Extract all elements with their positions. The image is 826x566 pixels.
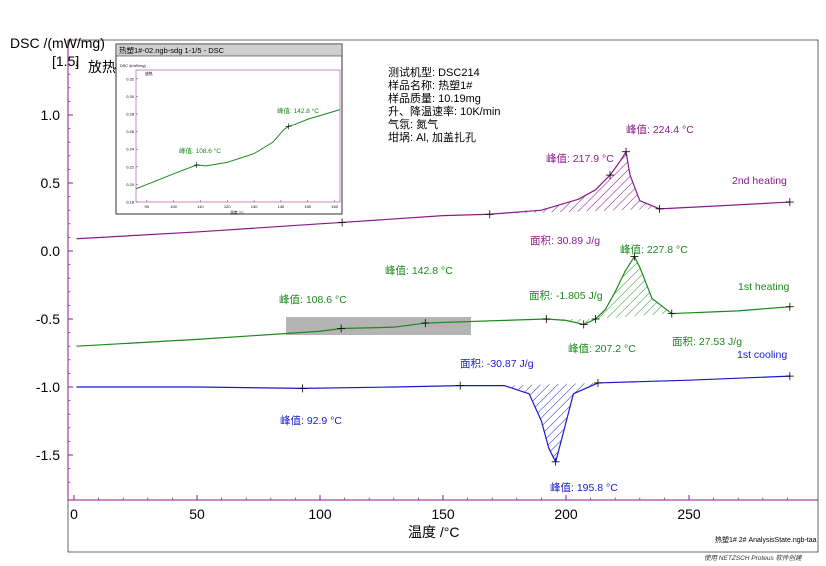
inset-x-tick-label: 110 — [197, 204, 204, 209]
y-tick-label: -0.5 — [36, 311, 60, 327]
inset-plot-frame — [135, 69, 341, 203]
info-heating-rate: 升、降温速率: 10K/min — [388, 104, 500, 118]
inset-x-tick-label: 100 — [170, 204, 177, 209]
area-label-neg-1-805: 面积: -1.805 J/g — [529, 290, 603, 302]
info-sample-mass: 样品质量: 10.19mg — [388, 91, 481, 105]
y-tick-label: -1.5 — [36, 447, 60, 463]
inset-y-tick-label: 0.28 — [126, 112, 135, 117]
x-tick-label: 50 — [189, 506, 205, 522]
series-label-1st-heating: 1st heating — [738, 281, 790, 293]
measurement-info: 测试机型: DSC214 样品名称: 热塑1# 样品质量: 10.19mg 升、… — [388, 65, 500, 144]
inset-title-bar — [115, 43, 343, 57]
exo-arrow-icon: ↓ — [74, 58, 79, 69]
y-axis-top-label: [1.5] — [52, 53, 79, 69]
y-tick-label: 0.0 — [41, 243, 61, 259]
x-tick-label: 250 — [677, 506, 701, 522]
inset-y-tick-label: 0.32 — [126, 76, 135, 81]
inset-y-tick-label: 0.24 — [126, 147, 135, 152]
peak-label-207-2: 峰值: 207.2 °C — [568, 342, 636, 355]
area-label-27-53: 面积: 27.53 J/g — [672, 336, 742, 348]
inset-x-tick-label: 150 — [304, 204, 311, 209]
info-crucible: 坩埚: Al, 加盖扎孔 — [388, 130, 476, 144]
inset-window: 热塑1#-02.ngb-sdg 1-1/5 - DSC DSC /(mW/mg)… — [115, 43, 343, 215]
y-tick-label: 0.5 — [41, 175, 61, 191]
inset-y-tick-label: 0.26 — [126, 129, 135, 134]
peak-area — [595, 257, 672, 319]
inset-y-tick-label: 0.30 — [126, 94, 135, 99]
area-label-30-89: 面积: 30.89 J/g — [530, 235, 600, 247]
peak-markers — [298, 147, 794, 466]
inset-peak-label-108-6: 峰值: 108.6 °C — [179, 146, 221, 155]
inset-y-axis-title: DSC /(mW/mg) — [120, 64, 146, 68]
peak-label-142-8: 峰值: 142.8 °C — [385, 264, 453, 277]
peak-label-108-6: 峰值: 108.6 °C — [279, 293, 347, 306]
exo-label: 放热 — [88, 59, 116, 75]
inset-title: 热塑1#-02.ngb-sdg 1-1/5 - DSC — [119, 45, 225, 55]
inset-exo-label: 放热 — [145, 71, 153, 76]
inset-x-tick-label: 160 — [331, 204, 338, 209]
series-line — [76, 255, 790, 347]
peak-area — [546, 319, 596, 325]
inset-curve — [135, 109, 341, 190]
x-tick-label: 150 — [431, 506, 455, 522]
series-label-1st-cooling: 1st cooling — [737, 349, 787, 361]
inset-y-ticks: 0.32 0.30 0.28 0.26 0.24 0.22 0.20 0.18 — [126, 76, 138, 205]
y-axis-ticks: 1.0 0.5 0.0 -0.5 -1.0 -1.5 — [36, 60, 73, 483]
peak-label-195-8: 峰值: 195.8 °C — [550, 481, 618, 494]
inset-x-tick-label: 90 — [145, 204, 150, 209]
inset-x-tick-label: 130 — [251, 204, 258, 209]
dsc-curves — [76, 151, 790, 463]
inset-peak-label-142-8: 峰值: 142.8 °C — [277, 106, 319, 115]
y-tick-label: 1.0 — [41, 107, 61, 123]
x-axis-title: 温度 /°C — [408, 524, 460, 540]
info-sample-name: 样品名称: 热塑1# — [388, 78, 473, 92]
series-line — [76, 151, 790, 240]
inset-y-tick-label: 0.22 — [126, 164, 135, 169]
software-credit: 使用 NETZSCH Proteus 软件创建 — [704, 554, 803, 562]
inset-y-tick-label: 0.20 — [126, 182, 135, 187]
series-label-2nd-heating: 2nd heating — [732, 175, 787, 187]
inset-y-tick-label: 0.18 — [126, 200, 135, 205]
x-tick-label: 0 — [70, 506, 78, 522]
inset-series-line — [135, 109, 341, 190]
peak-areas — [489, 153, 672, 461]
peak-area — [504, 382, 598, 461]
peak-label-92-9: 峰值: 92.9 °C — [280, 414, 342, 427]
inset-x-ticks: 90 100 110 120 130 140 150 160 — [145, 200, 339, 209]
analysis-file-label: 热塑1# 2# AnalysisState.ngb-taa — [715, 535, 817, 544]
x-tick-label: 100 — [308, 506, 332, 522]
peak-label-217-9: 峰值: 217.9 °C — [546, 152, 614, 165]
peak-area — [489, 153, 660, 215]
info-instrument: 测试机型: DSC214 — [388, 65, 480, 79]
series-line — [76, 375, 790, 463]
info-atmosphere: 气氛: 氮气 — [388, 117, 438, 131]
y-tick-label: -1.0 — [36, 379, 60, 395]
area-label-neg-30-87: 面积: -30.87 J/g — [460, 358, 534, 370]
peak-label-227-8: 峰值: 227.8 °C — [620, 243, 688, 256]
inset-x-tick-label: 140 — [278, 204, 285, 209]
zoom-region-box — [286, 317, 471, 335]
x-axis-ticks: 0 50 100 150 200 250 — [70, 495, 788, 522]
inset-frame — [115, 43, 343, 215]
inset-x-tick-label: 120 — [224, 204, 231, 209]
x-tick-label: 200 — [554, 506, 578, 522]
y-axis-title: DSC /(mW/mg) — [10, 35, 105, 51]
peak-label-224-4: 峰值: 224.4 °C — [626, 123, 694, 136]
inset-x-axis-title: 温度 /°C — [230, 210, 244, 215]
